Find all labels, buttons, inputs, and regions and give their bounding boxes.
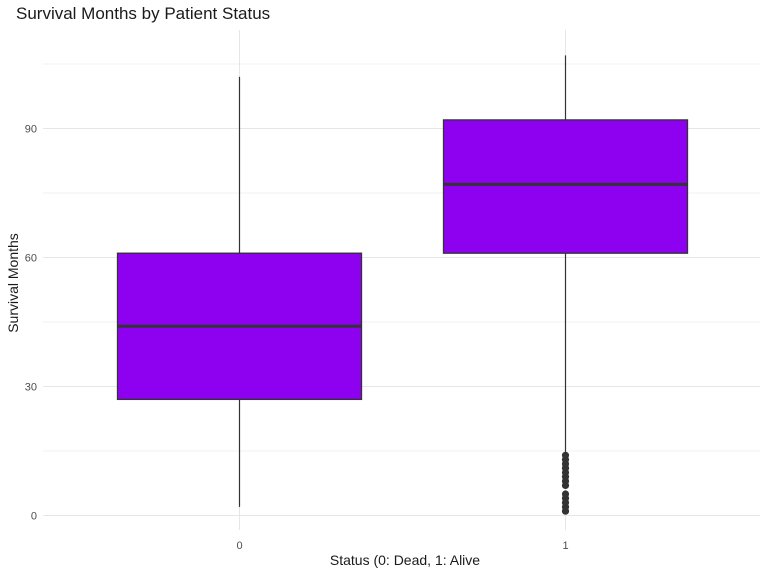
box-iqr (442, 119, 689, 254)
chart-title: Survival Months by Patient Status (16, 4, 271, 23)
outlier-point (561, 490, 570, 498)
x-axis-label: Status (0: Dead, 1: Alive (329, 552, 481, 568)
x-tick-label: 1 (562, 540, 568, 552)
x-tick-label: 0 (236, 540, 242, 552)
y-tick-label: 30 (25, 382, 37, 394)
y-tick-label: 60 (25, 253, 37, 265)
y-tick-label: 90 (25, 124, 37, 136)
y-tick-label: 0 (31, 511, 37, 523)
outlier-point (561, 451, 570, 459)
